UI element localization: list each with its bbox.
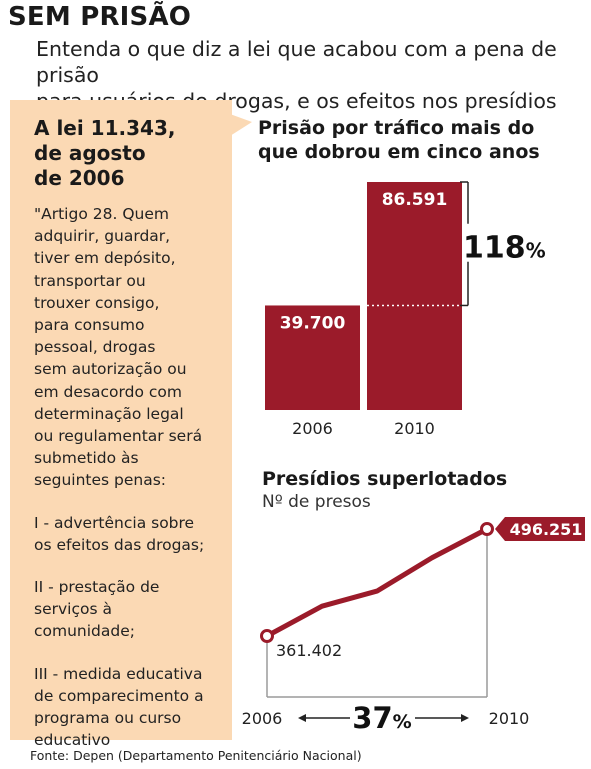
line-chart-ylabel: Nº de presos (262, 492, 371, 512)
law-title-line: de 2006 (34, 166, 125, 190)
law-text: "Artigo 28. Quem adquirir, guardar, tiver … (34, 203, 232, 751)
subtitle-line: Entenda o que diz a lei que acabou com a… (36, 37, 557, 87)
series-line (264, 526, 490, 639)
change-value: 37 (352, 701, 392, 735)
end-point (480, 522, 494, 536)
line-chart-title: Presídios superlotados (262, 468, 508, 490)
law-item-1: I - advertência sobre os efeitos das drog… (34, 512, 232, 556)
bar-value-label: 39.700 (280, 313, 346, 333)
bar-chart: 39.700 2006 86.591 2010 118% (265, 181, 546, 438)
bar-value-label: 86.591 (382, 190, 448, 210)
line-chart: 361.402 496.251 2006 2010 37% (242, 517, 585, 735)
panel-pointer (230, 114, 252, 136)
law-text-line: submetido às (34, 449, 139, 468)
law-item-3: III - medida educativa de comparecimento … (34, 663, 232, 752)
law-text-line: ou regulamentar será (34, 427, 203, 446)
change-label: 37% (352, 701, 411, 735)
law-text-line: serviços à (34, 600, 112, 619)
law-item-2: II - prestação de serviços à comunidade; (34, 576, 232, 643)
arrow-head-left (298, 714, 306, 722)
change-label: 118% (463, 231, 546, 266)
x-start-label: 2006 (242, 709, 283, 728)
law-text-line: educativo (34, 731, 111, 750)
law-text-line: adquirir, guardar, (34, 227, 171, 246)
law-text-line: programa ou curso (34, 709, 182, 728)
law-text-line: comunidade; (34, 622, 135, 641)
source-note: Fonte: Depen (Departamento Penitenciário… (30, 748, 362, 763)
law-text-line: determinação legal (34, 404, 184, 423)
start-point (260, 629, 274, 643)
law-text-line: transportar ou (34, 271, 146, 290)
x-end-label: 2010 (489, 709, 530, 728)
law-text-line: "Artigo 28. Quem (34, 205, 169, 223)
bar-chart-title: Prisão por tráfico mais do que dobrou em… (258, 116, 540, 164)
law-title: A lei 11.343, de agosto de 2006 (34, 116, 175, 191)
law-text-line: pessoal, drogas (34, 338, 156, 357)
law-text-line: II - prestação de (34, 578, 160, 597)
bar (265, 305, 360, 410)
law-text-line: seguintes penas: (34, 471, 167, 490)
law-title-line: de agosto (34, 141, 146, 165)
change-unit: % (526, 239, 546, 263)
law-text-line: trouxer consigo, (34, 293, 160, 312)
bar-chart-title-line: que dobrou em cinco anos (258, 141, 540, 163)
end-value-label: 496.251 (510, 520, 583, 539)
change-value: 118 (463, 231, 526, 266)
law-text-line: para consumo (34, 316, 145, 335)
bar (367, 182, 462, 410)
x-tick-label: 2006 (292, 419, 333, 438)
change-unit: % (393, 711, 412, 733)
law-panel (10, 100, 232, 740)
bar-chart-title-line: Prisão por tráfico mais do (258, 117, 535, 139)
law-text-line: I - advertência sobre (34, 513, 195, 532)
end-value-tag (495, 517, 585, 541)
law-text-line: em desacordo com (34, 382, 182, 401)
page-title: SEM PRISÃO (8, 2, 192, 32)
law-text-line: tiver em depósito, (34, 249, 176, 268)
arrow-head-right (461, 714, 469, 722)
law-text-line: sem autorização ou (34, 360, 187, 379)
law-title-line: A lei 11.343, (34, 116, 176, 140)
start-value-label: 361.402 (276, 641, 342, 660)
panel-pointer-shape (230, 114, 252, 136)
law-text-line: os efeitos das drogas; (34, 535, 205, 554)
law-text-line: de comparecimento a (34, 686, 204, 705)
law-intro: "Artigo 28. Quem adquirir, guardar, tiver … (34, 203, 232, 492)
x-tick-label: 2010 (394, 419, 435, 438)
law-text-line: III - medida educativa (34, 664, 203, 683)
